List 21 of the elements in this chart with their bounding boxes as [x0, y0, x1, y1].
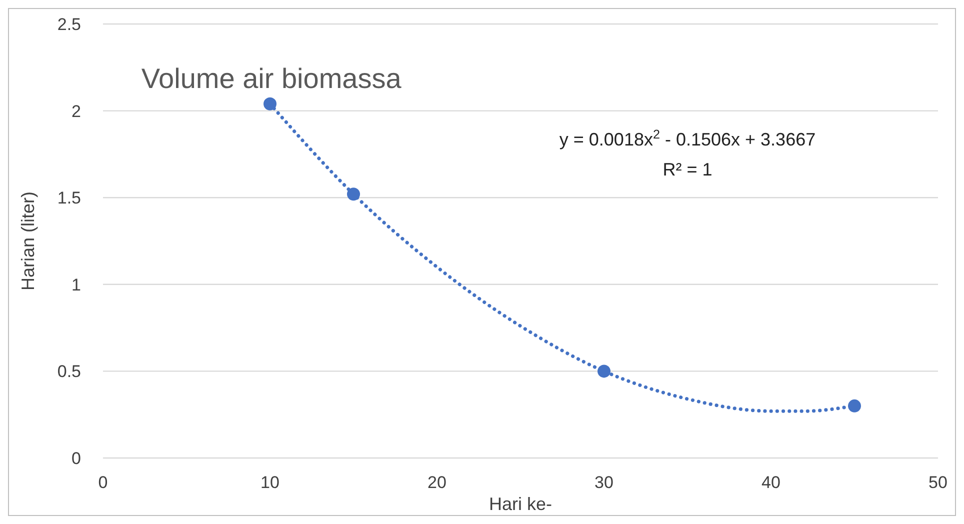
point [598, 364, 610, 378]
x-axis-title: Hari ke- [488, 494, 552, 514]
annotation: y = 0.0018x$^{2}$ - 0.1506x + 3.3667 [559, 128, 816, 150]
x-tick-label: 10 [260, 473, 280, 492]
y-tick-label: 0 [72, 448, 81, 468]
y-tick-label: 1 [72, 275, 81, 294]
x-tick-label: 0 [98, 473, 108, 492]
y-axis-title: Harian (liter) [18, 191, 38, 291]
x-tick-label: 30 [594, 473, 614, 492]
point [848, 399, 861, 412]
point [264, 97, 276, 110]
annotation: R² = 1 [662, 160, 712, 180]
y-tick-label: 0.5 [57, 362, 81, 382]
y-tick-label: 1.5 [57, 188, 81, 208]
y-tick-label: 2.5 [57, 14, 81, 34]
text: Volume air biomassa [141, 63, 402, 94]
y-tick-label: 2 [72, 102, 81, 121]
x-tick-label: 50 [928, 473, 948, 492]
x-tick-label: 40 [762, 473, 780, 492]
x-tick-label: 20 [428, 473, 446, 492]
point [347, 188, 360, 201]
